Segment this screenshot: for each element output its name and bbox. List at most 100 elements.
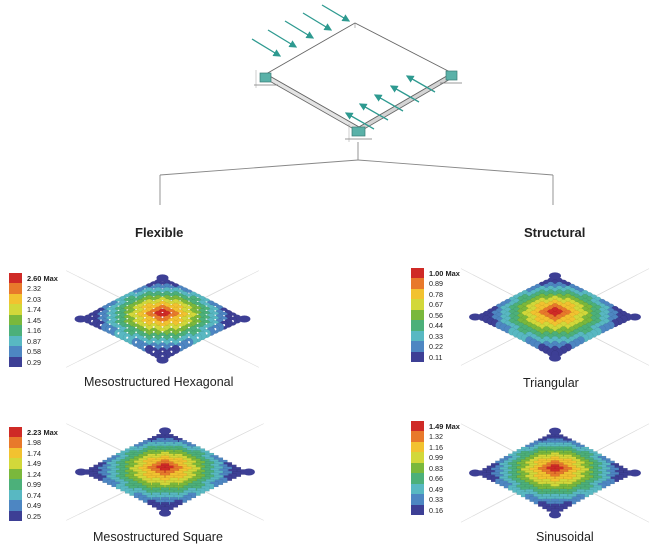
plot-triangular [460,268,650,366]
legend-swatch [9,293,22,305]
corner-support [159,509,171,517]
legend-swatch [9,468,22,480]
legend-value: 0.16 [429,505,443,515]
legend-swatch [411,309,424,321]
legend-swatch [411,278,424,289]
legend-value: 0.22 [429,342,443,351]
legend-value: 0.49 [27,501,41,510]
contour-surface [83,276,242,362]
legend-max-label: 2.60 Max [27,273,58,283]
legend-swatch [9,272,22,284]
plot-sinusoidal [460,423,650,523]
legend-swatch [411,452,424,463]
legend-value: 0.56 [429,310,443,320]
legend-swatch [9,437,22,448]
corner-support [549,511,561,519]
loading-schematic [159,4,554,205]
corner-support [242,468,255,476]
corner-support [549,427,561,435]
legend-value: 1.98 [27,438,41,447]
legend-swatch [411,288,424,300]
legend-swatch [411,267,424,279]
corner-support [628,469,641,477]
support-right [440,70,462,84]
legend-swatch [9,489,22,501]
legend-value: 1.16 [429,442,443,452]
legend-swatch [9,314,22,326]
heading-flexible: Flexible [135,225,184,240]
corner-support [75,468,88,476]
legend-value: 1.74 [27,305,41,314]
corner-support [156,356,169,364]
legend-swatch [411,504,424,516]
legend-max-label: 2.23 Max [27,427,58,437]
legend-swatch [9,510,22,522]
contour-surface [84,431,246,513]
legend-value: 1.74 [27,448,41,458]
corner-support [628,313,641,321]
legend-value: 0.74 [27,490,41,500]
legend-value: 0.44 [429,321,443,330]
legend-swatch [411,483,424,495]
legend-swatch [9,346,22,357]
legend-swatch [9,426,22,438]
corner-support [549,272,561,280]
legend-swatch [411,441,424,453]
load-arrows-bottom [344,75,436,130]
legend-swatch [9,335,22,347]
legend-swatch [9,479,22,490]
legend-value: 0.66 [429,474,443,483]
legend-swatch [411,299,424,310]
corner-support [469,469,482,477]
legend-swatch [9,356,22,368]
legend-value: 0.11 [429,352,443,362]
corner-support [469,313,482,321]
heading-structural: Structural [524,225,586,240]
legend-value: 1.45 [27,315,41,325]
legend-swatch [411,431,424,442]
legend-value: 0.99 [27,480,41,489]
corner-support [156,274,169,282]
legend-swatch [9,283,22,294]
plot-square [66,423,264,521]
legend-value: 0.83 [429,463,443,473]
contour-surface [478,275,632,359]
legend-value: 2.32 [27,284,41,293]
legend-value: 1.32 [429,432,443,441]
legend-value: 0.33 [429,495,443,504]
corner-support [74,315,87,323]
legend-value: 1.16 [27,326,41,335]
legend-swatch [411,473,424,484]
legend-swatch [9,447,22,459]
legend-value: 0.99 [429,453,443,462]
caption-square: Mesostructured Square [93,530,223,544]
support-front [345,124,372,142]
legend-swatch [9,458,22,469]
legend-swatch [411,320,424,331]
corner-support [159,427,171,435]
legend-swatch [411,330,424,342]
load-arrows-top [251,4,351,57]
corner-support [549,354,561,362]
caption-triangular: Triangular [523,376,579,390]
legend-swatch [411,462,424,474]
legend-value: 2.03 [27,294,41,304]
legend-swatch [411,494,424,505]
caption-sinusoidal: Sinusoidal [536,530,594,544]
legend-value: 1.24 [27,469,41,479]
plot-hexagonal [66,270,259,368]
legend-value: 0.25 [27,511,41,521]
legend-swatch [9,304,22,315]
legend-value: 0.87 [27,336,41,346]
plate-panel [265,22,453,133]
legend-value: 0.67 [429,300,443,309]
legend-max-label: 1.49 Max [429,421,460,431]
legend-value: 0.58 [27,347,41,356]
legend-swatch [411,341,424,352]
legend-value: 0.33 [429,331,443,341]
connector-lines [159,142,554,205]
legend-value: 1.49 [27,459,41,468]
corner-support [238,315,251,323]
caption-hexagonal: Mesostructured Hexagonal [84,375,234,389]
legend-max-label: 1.00 Max [429,268,460,278]
